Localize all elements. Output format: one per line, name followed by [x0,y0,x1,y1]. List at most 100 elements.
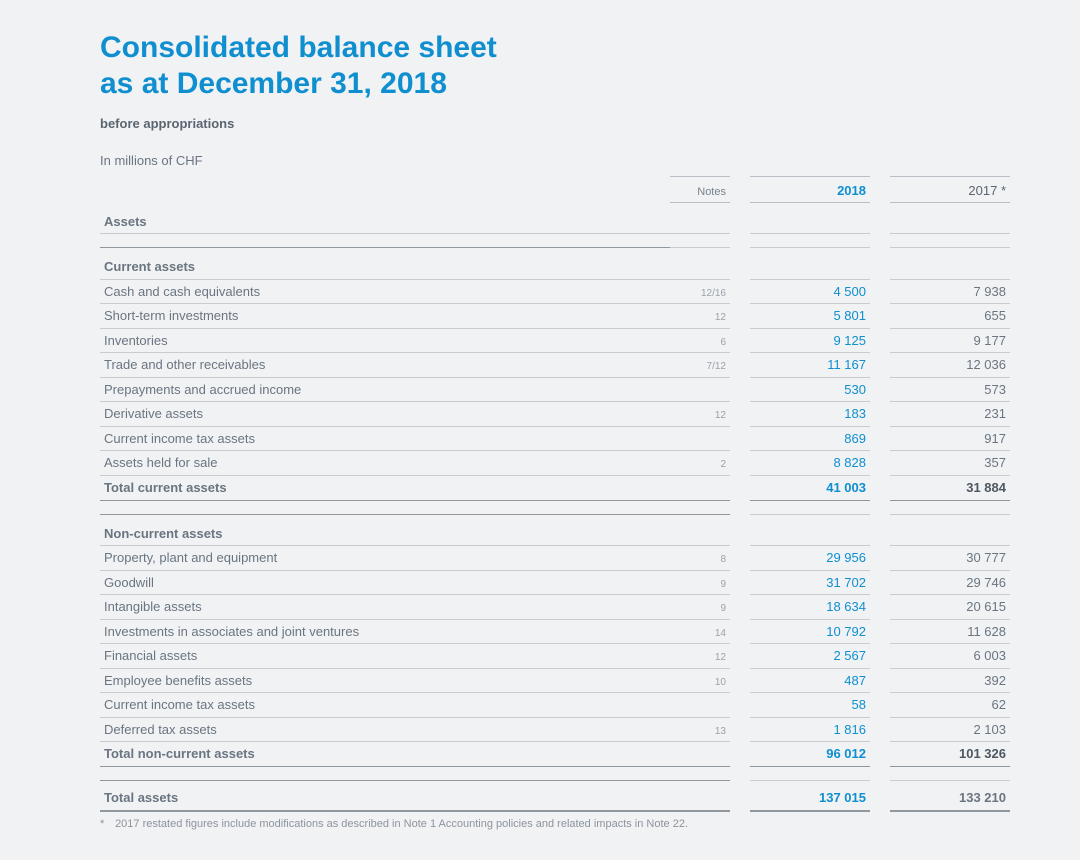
table-row: Derivative assets 12 183 231 [100,402,1010,427]
section-label: Assets [100,203,670,234]
row-label: Derivative assets [100,402,670,427]
table-row: Inventories 6 9 125 9 177 [100,328,1010,353]
row-value-2017: 2 103 [890,717,1010,742]
total-value-2017: 101 326 [890,742,1010,767]
row-label: Financial assets [100,644,670,669]
row-note: 12 [670,402,730,427]
footnote-text: 2017 restated figures include modificati… [115,818,688,830]
row-note [670,426,730,451]
grand-total-2017: 133 210 [890,780,1010,810]
table-row: Goodwill 9 31 702 29 746 [100,570,1010,595]
row-value-2017: 20 615 [890,595,1010,620]
row-value-2017: 392 [890,668,1010,693]
row-label: Short-term investments [100,304,670,329]
spacer-row [100,234,1010,248]
row-value-2017: 357 [890,451,1010,476]
table-row: Intangible assets 9 18 634 20 615 [100,595,1010,620]
section-noncurrent-assets: Non-current assets [100,514,1010,546]
row-label: Goodwill [100,570,670,595]
row-note: 12 [670,644,730,669]
row-value-2018: 869 [750,426,870,451]
balance-sheet-page: Consolidated balance sheet as at Decembe… [0,0,1080,860]
title-line-1: Consolidated balance sheet [100,31,497,64]
table-row: Assets held for sale 2 8 828 357 [100,451,1010,476]
row-value-2017: 11 628 [890,619,1010,644]
table-row: Cash and cash equivalents 12/16 4 500 7 … [100,279,1010,304]
subtitle: before appropriations [100,116,990,131]
footnote-marker: * [100,818,112,830]
row-value-2018: 9 125 [750,328,870,353]
total-value-2017: 31 884 [890,475,1010,500]
table-row: Prepayments and accrued income 530 573 [100,377,1010,402]
table-row: Financial assets 12 2 567 6 003 [100,644,1010,669]
row-note: 7/12 [670,353,730,378]
section-assets: Assets [100,203,1010,234]
title-line-2: as at December 31, 2018 [100,67,447,100]
table-row: Investments in associates and joint vent… [100,619,1010,644]
total-value-2018: 41 003 [750,475,870,500]
row-label: Property, plant and equipment [100,546,670,571]
col-header-notes: Notes [670,177,730,203]
col-gap [870,177,890,203]
spacer-row [100,766,1010,780]
row-value-2017: 6 003 [890,644,1010,669]
row-note: 9 [670,570,730,595]
col-header-blank [100,177,670,203]
row-label: Deferred tax assets [100,717,670,742]
row-value-2018: 10 792 [750,619,870,644]
table-header-row: Notes 2018 2017 * [100,177,1010,203]
table-body: Assets Current assets Cash and cash equi… [100,203,1010,811]
row-value-2018: 5 801 [750,304,870,329]
row-note: 9 [670,595,730,620]
row-value-2018: 530 [750,377,870,402]
row-label: Current income tax assets [100,693,670,718]
row-label: Investments in associates and joint vent… [100,619,670,644]
table-row: Property, plant and equipment 8 29 956 3… [100,546,1010,571]
row-label: Employee benefits assets [100,668,670,693]
table-row: Trade and other receivables 7/12 11 167 … [100,353,1010,378]
row-note: 8 [670,546,730,571]
table-row: Deferred tax assets 13 1 816 2 103 [100,717,1010,742]
row-value-2017: 30 777 [890,546,1010,571]
row-value-2017: 12 036 [890,353,1010,378]
section-label: Current assets [100,248,670,280]
section-label: Non-current assets [100,514,670,546]
footnote: * 2017 restated figures include modifica… [100,818,990,830]
total-noncurrent-assets: Total non-current assets 96 012 101 326 [100,742,1010,767]
row-note: 13 [670,717,730,742]
table-row: Short-term investments 12 5 801 655 [100,304,1010,329]
row-value-2017: 29 746 [890,570,1010,595]
col-header-2017: 2017 * [890,177,1010,203]
row-note: 10 [670,668,730,693]
grand-total-2018: 137 015 [750,780,870,810]
col-header-2018: 2018 [750,177,870,203]
row-value-2018: 18 634 [750,595,870,620]
row-value-2017: 7 938 [890,279,1010,304]
grand-total-label: Total assets [100,780,670,810]
row-value-2018: 8 828 [750,451,870,476]
row-note: 14 [670,619,730,644]
row-value-2017: 62 [890,693,1010,718]
spacer-row [100,500,1010,514]
row-note: 12/16 [670,279,730,304]
row-value-2017: 917 [890,426,1010,451]
col-gap [730,177,750,203]
row-label: Intangible assets [100,595,670,620]
row-value-2018: 58 [750,693,870,718]
row-note [670,377,730,402]
row-label: Prepayments and accrued income [100,377,670,402]
row-value-2018: 183 [750,402,870,427]
section-current-assets: Current assets [100,248,1010,280]
row-value-2018: 31 702 [750,570,870,595]
row-value-2018: 1 816 [750,717,870,742]
row-note: 2 [670,451,730,476]
table-row: Current income tax assets 58 62 [100,693,1010,718]
row-value-2018: 29 956 [750,546,870,571]
total-label: Total current assets [100,475,670,500]
row-value-2017: 231 [890,402,1010,427]
table-row: Current income tax assets 869 917 [100,426,1010,451]
row-note: 6 [670,328,730,353]
row-value-2017: 573 [890,377,1010,402]
total-current-assets: Total current assets 41 003 31 884 [100,475,1010,500]
row-value-2018: 4 500 [750,279,870,304]
